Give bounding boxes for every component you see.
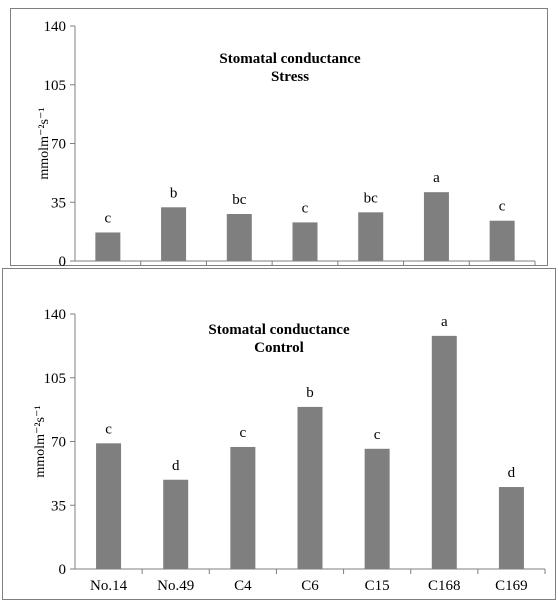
- bar-c6: [292, 222, 318, 261]
- significance-label: c: [105, 210, 112, 226]
- chart-title: Stomatal conductance: [208, 322, 350, 338]
- significance-label: a: [433, 170, 440, 186]
- bar-c4: [226, 214, 252, 261]
- chart-subtitle: Control: [254, 340, 304, 356]
- bar-c168: [431, 335, 457, 569]
- y-tick-label: 70: [51, 435, 66, 451]
- bar-no49: [163, 479, 189, 569]
- x-tick-label: No.49: [157, 578, 194, 594]
- bar-no49: [161, 207, 187, 261]
- chart-subtitle: Stress: [271, 69, 309, 85]
- chart-frame: [2, 268, 556, 600]
- y-tick-label: 0: [59, 562, 67, 578]
- x-tick-label: C15: [365, 578, 390, 594]
- chart-title: Stomatal conductance: [219, 51, 361, 67]
- significance-label: bc: [232, 192, 247, 208]
- bar-c15: [364, 448, 390, 569]
- y-tick-label: 0: [59, 254, 67, 268]
- y-axis-label: mmolm⁻²s⁻¹: [37, 107, 52, 179]
- significance-label: b: [170, 185, 178, 201]
- bar-c169: [498, 487, 524, 569]
- control-chart-panel: 0 35 70 105 140 No.14 c No.49 d C4 c C6 b C15 c C168 a C1…: [0, 268, 558, 602]
- y-tick-label: 35: [51, 195, 66, 211]
- bar-no14: [95, 232, 121, 261]
- y-tick-label: 105: [44, 371, 67, 387]
- significance-label: c: [374, 427, 381, 443]
- significance-label: d: [508, 465, 516, 481]
- x-tick-label: C6: [301, 578, 319, 594]
- significance-label: c: [499, 199, 506, 215]
- bar-c6: [297, 406, 323, 569]
- significance-label: d: [172, 458, 180, 474]
- y-tick-label: 105: [44, 78, 67, 94]
- significance-label: bc: [364, 190, 379, 206]
- bar-c4: [230, 446, 256, 569]
- x-tick-label: C168: [428, 578, 461, 594]
- x-tick-label: No.14: [90, 578, 128, 594]
- bar-c15: [358, 212, 384, 261]
- significance-label: c: [302, 200, 309, 216]
- x-tick-label: C4: [234, 578, 252, 594]
- chart-frame: [10, 8, 548, 266]
- bar-c169: [489, 220, 515, 261]
- significance-label: c: [240, 425, 247, 441]
- significance-label: c: [105, 421, 112, 437]
- stress-chart: 03570105140No.14cNo.49bC4bcC6cC15bcC168a…: [37, 19, 536, 268]
- y-tick-label: 70: [51, 137, 66, 153]
- significance-label: a: [441, 314, 448, 330]
- y-tick-label: 140: [44, 19, 67, 35]
- x-tick-label: C169: [495, 578, 528, 594]
- y-axis-label: mmolm⁻²s⁻¹: [33, 405, 48, 477]
- y-tick-label: 35: [51, 498, 66, 514]
- stress-chart-panel: 03570105140No.14cNo.49bC4bcC6cC15bcC168a…: [0, 0, 558, 268]
- bar-no14: [96, 443, 122, 569]
- significance-label: b: [306, 385, 314, 401]
- bar-c168: [423, 192, 449, 261]
- control-chart: 0 35 70 105 140 No.14 c No.49 d C4 c C6 b C15 c C168 a C1…: [33, 307, 546, 594]
- y-tick-label: 140: [44, 307, 67, 323]
